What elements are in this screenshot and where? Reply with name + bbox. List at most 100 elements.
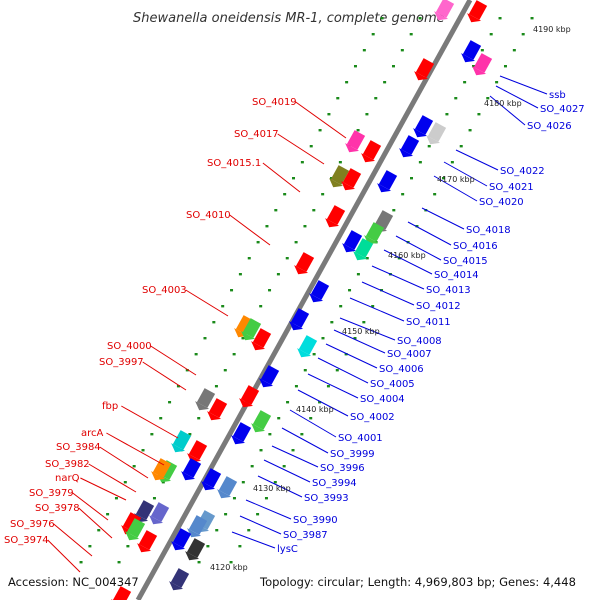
tick-mark [486, 97, 490, 100]
gene-label-reverse: SO_4007 [387, 349, 432, 360]
gene-label-forward: SO_4019 [252, 97, 297, 108]
tick-mark [362, 321, 366, 324]
label-leader [339, 317, 396, 341]
kbp-marker: 4190 kbp [533, 25, 571, 34]
tick-mark [454, 97, 458, 100]
gene-feature [251, 410, 272, 433]
tick-mark [356, 273, 360, 276]
tick-mark [303, 225, 307, 228]
tick-mark [345, 81, 349, 84]
tick-mark [365, 113, 369, 116]
gene-feature [325, 205, 346, 228]
gene-feature [181, 458, 202, 481]
tick-mark [241, 337, 245, 340]
tick-mark [318, 401, 322, 404]
tick-mark [141, 449, 145, 452]
tick-mark [79, 561, 83, 564]
green-ticks [79, 17, 534, 564]
tick-mark [214, 385, 218, 388]
gene-feature [187, 515, 208, 538]
gene-label-reverse: SO_4004 [360, 394, 405, 405]
tick-mark [117, 561, 121, 564]
gene-label-forward: SO_4015.1 [207, 158, 261, 169]
label-leader [281, 427, 329, 454]
label-leader [99, 446, 149, 479]
label-leader [47, 539, 81, 573]
gene-feature [207, 398, 228, 421]
gene-feature [231, 422, 252, 445]
gene-label-reverse: ssb [549, 90, 566, 101]
label-leader [106, 432, 165, 466]
tick-mark [221, 305, 225, 308]
tick-mark [282, 465, 286, 468]
label-leader [289, 409, 337, 438]
label-leader [333, 329, 386, 354]
tick-mark [303, 369, 307, 372]
tick-mark [97, 529, 101, 532]
label-leader [325, 343, 378, 369]
tick-mark [168, 401, 172, 404]
label-leader [277, 133, 325, 165]
label-leader [231, 531, 276, 549]
gene-label-forward: SO_4017 [234, 129, 279, 140]
tick-mark [356, 129, 360, 132]
tick-mark [353, 337, 357, 340]
label-leader [421, 207, 465, 230]
tick-mark [477, 113, 481, 116]
gene-feature [111, 586, 132, 600]
gene-label-reverse: SO_4013 [426, 285, 471, 296]
label-leader [80, 477, 127, 501]
tick-mark [268, 433, 272, 436]
tick-mark [530, 17, 534, 20]
gene-feature [414, 58, 435, 81]
tick-mark [468, 129, 472, 132]
gene-feature [329, 165, 350, 188]
tick-mark [197, 417, 201, 420]
tick-mark [336, 97, 340, 100]
tick-mark [256, 241, 260, 244]
gene-feature [361, 140, 382, 163]
gene-label-reverse: SO_4020 [479, 197, 524, 208]
tick-mark [152, 497, 156, 500]
tick-mark [241, 481, 245, 484]
tick-mark [327, 113, 331, 116]
tick-mark [450, 161, 454, 164]
tick-mark [215, 529, 219, 532]
gene-label-reverse: SO_4011 [406, 317, 451, 328]
tick-mark [309, 145, 313, 148]
gene-feature [151, 458, 172, 481]
gene-label-reverse: SO_4006 [379, 364, 424, 375]
gene-label-forward: SO_4000 [107, 341, 152, 352]
tick-mark [410, 177, 414, 180]
gene-label-reverse: SO_4021 [489, 182, 534, 193]
label-leader [407, 221, 452, 246]
tick-mark [330, 321, 334, 324]
tick-mark [259, 305, 263, 308]
gene-label-reverse: SO_4008 [397, 336, 442, 347]
tick-mark [401, 193, 405, 196]
gene-feature [345, 130, 366, 153]
tick-mark [365, 257, 369, 260]
gene-label-reverse: SO_3999 [330, 449, 375, 460]
tick-mark [161, 481, 165, 484]
tick-mark [276, 273, 280, 276]
tick-mark [194, 353, 198, 356]
label-leader [361, 281, 415, 306]
gene-label-reverse: SO_4014 [434, 270, 479, 281]
gene-label-forward: SO_3974 [4, 535, 49, 546]
tick-mark [392, 209, 396, 212]
tick-mark [339, 305, 343, 308]
tick-mark [445, 113, 449, 116]
tick-mark [123, 481, 127, 484]
gene-feature [195, 388, 216, 411]
tick-mark [274, 209, 278, 212]
tick-mark [247, 529, 251, 532]
gene-feature [461, 40, 482, 63]
gene-label-reverse: SO_4001 [338, 433, 383, 444]
tick-mark [159, 417, 163, 420]
gene-label-reverse: SO_3994 [312, 478, 357, 489]
tick-mark [321, 337, 325, 340]
tick-mark [309, 417, 313, 420]
tick-mark [150, 433, 154, 436]
tick-mark [88, 545, 92, 548]
